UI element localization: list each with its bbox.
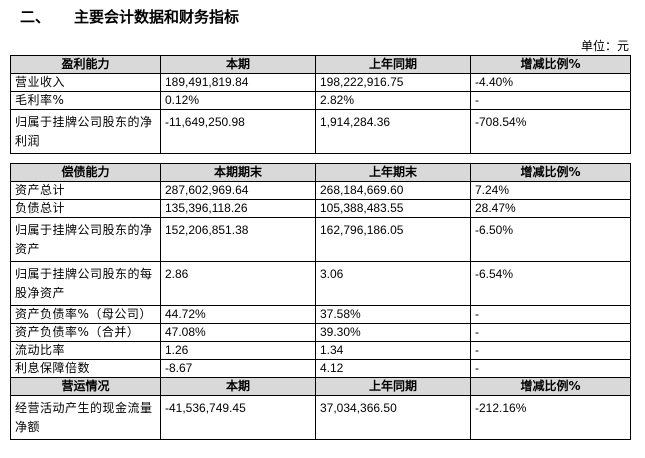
cell-value: 198,222,916.75: [315, 73, 471, 92]
table-row: 负债总计 135,396,118.26 105,388,483.55 28.47…: [10, 199, 631, 218]
section-heading: 二、 主要会计数据和财务指标: [20, 6, 239, 27]
table-row: 归属于挂牌公司股东的净资产 152,206,851.38 162,796,186…: [10, 217, 631, 262]
row-label: 资产负债率%（母公司）: [10, 305, 161, 324]
solvency-operations-table: 偿债能力 本期期末 上年期末 增减比例% 资产总计 287,602,969.64…: [10, 163, 631, 440]
cell-value: -8.67: [160, 359, 316, 378]
cell-value: 37,034,366.50: [315, 395, 471, 440]
table-row: 营业收入 189,491,819.84 198,222,916.75 -4.40…: [10, 73, 631, 92]
row-label: 资产总计: [10, 181, 161, 200]
row-label: 归属于挂牌公司股东的每股净资产: [10, 261, 161, 306]
row-label: 资产负债率%（合并）: [10, 323, 161, 342]
row-label: 利息保障倍数: [10, 359, 161, 378]
cell-value: 7.24%: [470, 181, 631, 200]
cell-value: 4.12: [315, 359, 471, 378]
column-header: 上年同期: [315, 377, 471, 396]
column-header: 本期期末: [160, 163, 316, 182]
table-header-row: 营运情况 本期 上年同期 增减比例%: [10, 377, 631, 396]
column-header: 本期: [160, 377, 316, 396]
cell-value: 105,388,483.55: [315, 199, 471, 218]
unit-label: 单位：元: [580, 39, 629, 53]
cell-value: -: [470, 305, 631, 324]
column-header: 增减比例%: [470, 377, 631, 396]
column-header: 偿债能力: [10, 163, 161, 182]
table-row: 归属于挂牌公司股东的净利润 -11,649,250.98 1,914,284.3…: [10, 109, 631, 154]
cell-value: 28.47%: [470, 199, 631, 218]
cell-value: 47.08%: [160, 323, 316, 342]
cell-value: 1.34: [315, 341, 471, 360]
cell-value: 3.06: [315, 261, 471, 306]
cell-value: -708.54%: [470, 109, 631, 154]
cell-value: 287,602,969.64: [160, 181, 316, 200]
cell-value: 189,491,819.84: [160, 73, 316, 92]
cell-value: -6.50%: [470, 217, 631, 262]
cell-value: -: [470, 91, 631, 110]
profitability-table: 盈利能力 本期 上年同期 增减比例% 营业收入 189,491,819.84 1…: [10, 55, 631, 154]
cell-value: 39.30%: [315, 323, 471, 342]
cell-value: -41,536,749.45: [160, 395, 316, 440]
cell-value: -6.54%: [470, 261, 631, 306]
cell-value: 44.72%: [160, 305, 316, 324]
table-row: 资产总计 287,602,969.64 268,184,669.60 7.24%: [10, 181, 631, 200]
section-title: 主要会计数据和财务指标: [74, 8, 240, 26]
row-label: 流动比率: [10, 341, 161, 360]
table-row: 流动比率 1.26 1.34 -: [10, 341, 631, 360]
row-label: 归属于挂牌公司股东的净资产: [10, 217, 161, 262]
column-header: 增减比例%: [470, 163, 631, 182]
column-header: 本期: [160, 55, 316, 74]
table-header-row: 偿债能力 本期期末 上年期末 增减比例%: [10, 163, 631, 182]
cell-value: 162,796,186.05: [315, 217, 471, 262]
column-header: 增减比例%: [470, 55, 631, 74]
cell-value: -: [470, 323, 631, 342]
cell-value: 1,914,284.36: [315, 109, 471, 154]
row-label: 归属于挂牌公司股东的净利润: [10, 109, 161, 154]
table-header-row: 盈利能力 本期 上年同期 增减比例%: [10, 55, 631, 74]
row-label: 营业收入: [10, 73, 161, 92]
row-label: 负债总计: [10, 199, 161, 218]
column-header: 盈利能力: [10, 55, 161, 74]
cell-value: 2.82%: [315, 91, 471, 110]
cell-value: 37.58%: [315, 305, 471, 324]
cell-value: 135,396,118.26: [160, 199, 316, 218]
table-row: 归属于挂牌公司股东的每股净资产 2.86 3.06 -6.54%: [10, 261, 631, 306]
cell-value: -212.16%: [470, 395, 631, 440]
cell-value: -: [470, 359, 631, 378]
cell-value: -11,649,250.98: [160, 109, 316, 154]
table-row: 毛利率% 0.12% 2.82% -: [10, 91, 631, 110]
cell-value: 268,184,669.60: [315, 181, 471, 200]
table-row: 资产负债率%（母公司） 44.72% 37.58% -: [10, 305, 631, 324]
row-label: 毛利率%: [10, 91, 161, 110]
column-header: 上年期末: [315, 163, 471, 182]
table-row: 经营活动产生的现金流量净额 -41,536,749.45 37,034,366.…: [10, 395, 631, 440]
cell-value: 2.86: [160, 261, 316, 306]
table-row: 利息保障倍数 -8.67 4.12 -: [10, 359, 631, 378]
cell-value: -4.40%: [470, 73, 631, 92]
column-header: 上年同期: [315, 55, 471, 74]
section-number: 二、: [20, 9, 51, 26]
column-header: 营运情况: [10, 377, 161, 396]
row-label: 经营活动产生的现金流量净额: [10, 395, 161, 440]
cell-value: 0.12%: [160, 91, 316, 110]
cell-value: 1.26: [160, 341, 316, 360]
table-row: 资产负债率%（合并） 47.08% 39.30% -: [10, 323, 631, 342]
cell-value: -: [470, 341, 631, 360]
cell-value: 152,206,851.38: [160, 217, 316, 262]
